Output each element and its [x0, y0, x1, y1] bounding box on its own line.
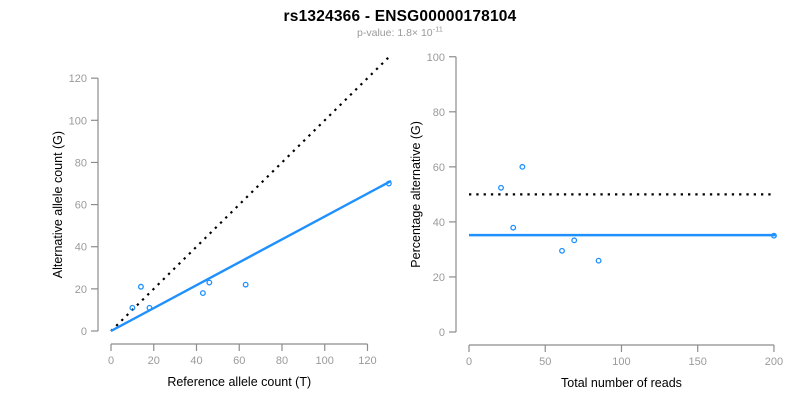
y-axis-title: Alternative allele count (G): [51, 131, 65, 278]
y-axis-title: Percentage alternative (G): [409, 121, 423, 268]
y-tick-label: 60: [433, 162, 445, 174]
data-point: [385, 180, 392, 187]
x-tick-label: 100: [316, 355, 334, 367]
data-point: [129, 304, 136, 311]
x-tick-label: 0: [108, 355, 114, 367]
data-point: [137, 283, 144, 290]
y-tick-label: 20: [433, 272, 445, 284]
allele-count-plot: 0 20 40 60 80 100 120 0 20 40 60 80 100 120 Reference …: [51, 56, 392, 389]
x-tick-label: 50: [539, 356, 551, 368]
y-tick-label: 0: [439, 327, 445, 339]
pvalue-exponent: -11: [432, 24, 443, 34]
y-tick-label: 40: [75, 242, 87, 254]
y-tick-label: 20: [75, 284, 87, 296]
percentage-plot: 0 50 100 150 200 0 20 40 60 80 100 Total number of …: [409, 52, 783, 390]
x-tick-label: 200: [765, 356, 783, 368]
data-point: [595, 257, 602, 264]
y-tick-label: 80: [433, 107, 445, 119]
data-point: [559, 247, 565, 254]
pvalue-text: p-value: 1.8× 10: [357, 27, 433, 39]
data-point: [242, 281, 249, 288]
x-tick-label: 0: [466, 356, 472, 368]
x-tick-label: 100: [612, 356, 630, 368]
fit-line: [110, 179, 392, 333]
x-tick-label: 40: [190, 355, 202, 367]
data-point: [771, 232, 777, 239]
y-tick-label: 120: [69, 73, 87, 85]
x-tick-label: 60: [233, 355, 245, 367]
x-axis-title: Reference allele count (T): [167, 375, 311, 389]
identity-line: [110, 56, 390, 332]
y-tick-label: 80: [75, 157, 87, 169]
data-point: [206, 279, 213, 286]
y-tick-label: 60: [75, 200, 87, 212]
x-tick-label: 20: [148, 355, 160, 367]
data-point: [199, 290, 206, 297]
page-title: rs1324366 - ENSG00000178104: [283, 8, 517, 25]
y-tick-label: 100: [427, 52, 445, 64]
y-tick-label: 100: [69, 115, 87, 127]
x-tick-label: 150: [689, 356, 707, 368]
x-tick-label: 120: [358, 355, 376, 367]
data-point: [571, 237, 578, 244]
data-point: [146, 304, 153, 311]
x-axis-title: Total number of reads: [561, 376, 682, 390]
data-point: [498, 184, 504, 191]
y-tick-label: 40: [433, 217, 445, 229]
y-tick-label: 0: [81, 326, 87, 338]
data-point: [519, 163, 526, 170]
data-point: [510, 224, 517, 231]
x-tick-label: 80: [276, 355, 288, 367]
pvalue-subtitle: p-value: 1.8× 10-11: [0, 24, 800, 39]
